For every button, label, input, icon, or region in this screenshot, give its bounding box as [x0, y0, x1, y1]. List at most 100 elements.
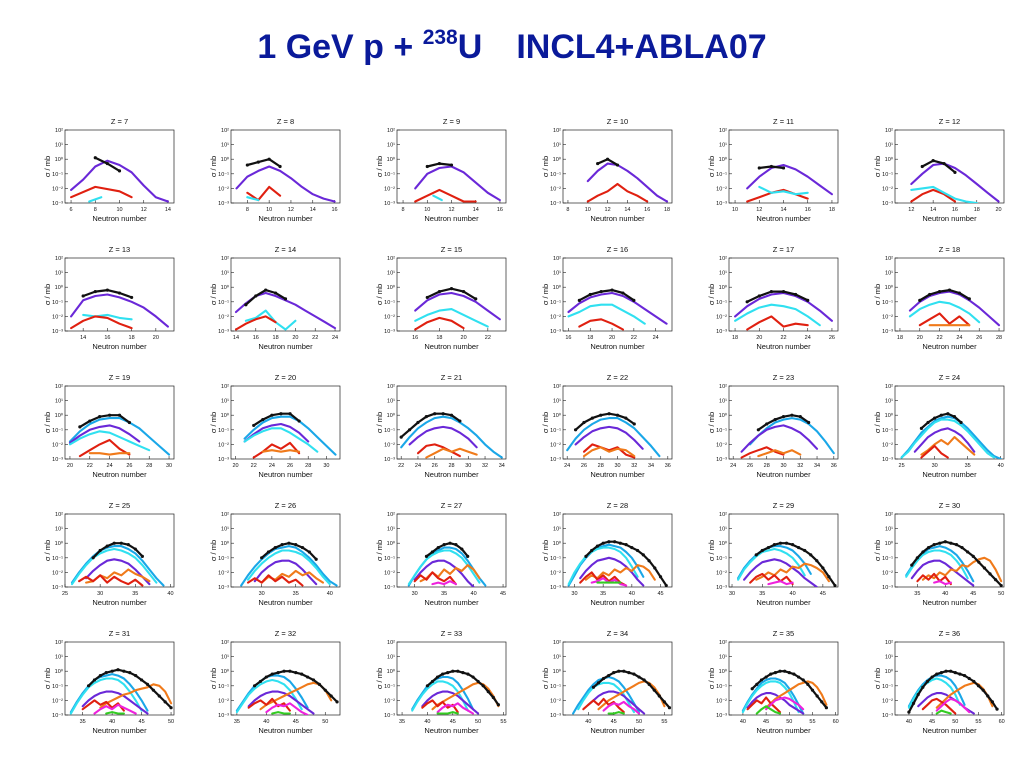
- data-point: [278, 164, 282, 169]
- data-point: [810, 688, 815, 692]
- x-tick-label: 22: [485, 335, 491, 341]
- series-line-cyan: [246, 549, 331, 586]
- data-point: [458, 419, 462, 423]
- y-tick-label: 10²: [55, 512, 63, 518]
- x-tick-label: 20: [232, 463, 238, 469]
- series-line-cyan: [244, 309, 297, 331]
- data-point: [599, 289, 603, 294]
- data-point: [280, 543, 284, 547]
- x-tick-label: 45: [820, 591, 826, 597]
- plot-panel: Z = 23 10⁻³ 10⁻² 10⁻¹ 10⁰ 10¹ 10² 24 26 28 30 32 34 3…: [692, 369, 858, 497]
- x-tick-label: 30: [323, 463, 329, 469]
- plot-svg: Z = 28 10⁻³ 10⁻² 10⁻¹ 10⁰ 10¹ 10² 30 35 40 45 Neutr…: [541, 501, 673, 607]
- data-point: [988, 572, 992, 576]
- y-tick-label: 10⁻³: [384, 329, 395, 335]
- data-point: [81, 294, 85, 298]
- y-tick-label: 10⁻³: [52, 585, 63, 591]
- x-axis-label: Neutron number: [590, 470, 645, 479]
- data-point: [772, 543, 777, 547]
- data-point: [935, 672, 939, 676]
- x-tick-label: 30: [614, 463, 620, 469]
- y-axis-label: σ / mb: [541, 156, 550, 177]
- y-tick-label: 10⁰: [55, 156, 64, 163]
- plot-panel: Z = 10 10⁻³ 10⁻² 10⁻¹ 10⁰ 10¹ 10² 8 10 12 14 16 18 Ne…: [526, 113, 692, 241]
- y-tick-label: 10⁻²: [218, 698, 229, 704]
- data-point: [294, 671, 298, 675]
- data-point: [424, 554, 429, 558]
- y-tick-label: 10¹: [55, 271, 63, 277]
- data-point: [990, 700, 995, 704]
- y-tick-label: 10²: [885, 512, 893, 518]
- y-tick-label: 10²: [387, 640, 395, 646]
- x-tick-label: 28: [996, 335, 1002, 341]
- data-point: [282, 669, 286, 673]
- x-tick-label: 35: [234, 719, 240, 725]
- x-tick-label: 28: [305, 463, 311, 469]
- x-tick-label: 40: [942, 591, 948, 597]
- y-axis-label: σ / mb: [43, 668, 52, 689]
- data-point: [967, 297, 971, 301]
- x-tick-label: 45: [500, 591, 506, 597]
- series-line-red: [921, 697, 957, 715]
- data-point: [821, 566, 825, 570]
- series-line-orange: [88, 452, 131, 456]
- data-point: [283, 297, 288, 301]
- title-model: INCL4+ABLA07: [516, 28, 767, 66]
- x-tick-label: 22: [87, 463, 93, 469]
- data-point: [794, 292, 798, 297]
- title-element: U: [457, 28, 483, 66]
- plot-frame: [728, 257, 839, 332]
- x-tick-label: 55: [809, 719, 815, 725]
- series-line-red: [579, 571, 628, 587]
- x-tick-label: 20: [609, 335, 615, 341]
- plot-panel: Z = 12 10⁻³ 10⁻² 10⁻¹ 10⁰ 10¹ 10² 12 14 16 18 20 Neu…: [858, 113, 1024, 241]
- y-tick-label: 10⁻²: [52, 314, 63, 320]
- data-point: [110, 669, 114, 673]
- series-line-violet: [743, 558, 818, 587]
- data-point: [584, 554, 588, 558]
- x-tick-label: 50: [475, 719, 481, 725]
- x-tick-label: 30: [259, 591, 265, 597]
- series-line-red: [234, 315, 277, 331]
- x-tick-label: 18: [129, 335, 135, 341]
- x-tick-label: 16: [412, 335, 418, 341]
- plot-title: Z = 32: [275, 629, 296, 638]
- y-tick-label: 10⁻²: [384, 186, 395, 192]
- plot-frame: [64, 385, 175, 460]
- x-tick-label: 30: [729, 591, 735, 597]
- x-axis-label: Neutron number: [424, 598, 479, 607]
- plot-svg: Z = 13 10⁻³ 10⁻² 10⁻¹ 10⁰ 10¹ 10² 14 16 18 20 Neutr…: [43, 245, 175, 351]
- y-tick-label: 10⁰: [553, 284, 562, 291]
- series-line-cyan: [900, 418, 996, 459]
- plot-title: Z = 33: [441, 629, 462, 638]
- series-line-orange: [755, 562, 830, 583]
- series-line-blue: [243, 415, 337, 456]
- plot-title: Z = 36: [939, 629, 960, 638]
- series-line-green: [436, 711, 459, 715]
- plot-svg: Z = 29 10⁻³ 10⁻² 10⁻¹ 10⁰ 10¹ 10² 30 35 40 45 Neutr…: [707, 501, 839, 607]
- y-tick-label: 10²: [387, 256, 395, 262]
- plot-panel: Z = 32 10⁻³ 10⁻² 10⁻¹ 10⁰ 10¹ 10² 35 40 45 50 Neutr…: [194, 625, 360, 753]
- y-tick-label: 10⁻¹: [550, 300, 561, 306]
- y-tick-label: 10¹: [719, 655, 727, 661]
- data-point: [437, 289, 441, 294]
- data-point: [601, 541, 605, 545]
- data-point: [652, 688, 656, 692]
- data-point: [590, 548, 594, 553]
- x-tick-label: 14: [80, 335, 86, 341]
- plot-panel: Z = 7 10⁻³ 10⁻² 10⁻¹ 10⁰ 10¹ 10² 6 8 10 12 14 Neutro…: [28, 113, 194, 241]
- y-tick-label: 10¹: [885, 143, 893, 149]
- data-point: [449, 413, 454, 417]
- data-point: [994, 578, 998, 582]
- data-point: [765, 422, 769, 426]
- series-line-cyan: [905, 549, 969, 580]
- data-point: [796, 675, 801, 679]
- series-line-magenta: [265, 702, 309, 715]
- data-point: [647, 559, 651, 563]
- series-line-red: [414, 316, 465, 331]
- data-point: [128, 671, 132, 675]
- series-line-red: [749, 572, 794, 586]
- plot-title: Z = 25: [109, 501, 130, 510]
- plot-title: Z = 16: [607, 245, 628, 254]
- plot-panel: Z = 35 10⁻³ 10⁻² 10⁻¹ 10⁰ 10¹ 10² 40 45 50 55 60 Neu…: [692, 625, 858, 753]
